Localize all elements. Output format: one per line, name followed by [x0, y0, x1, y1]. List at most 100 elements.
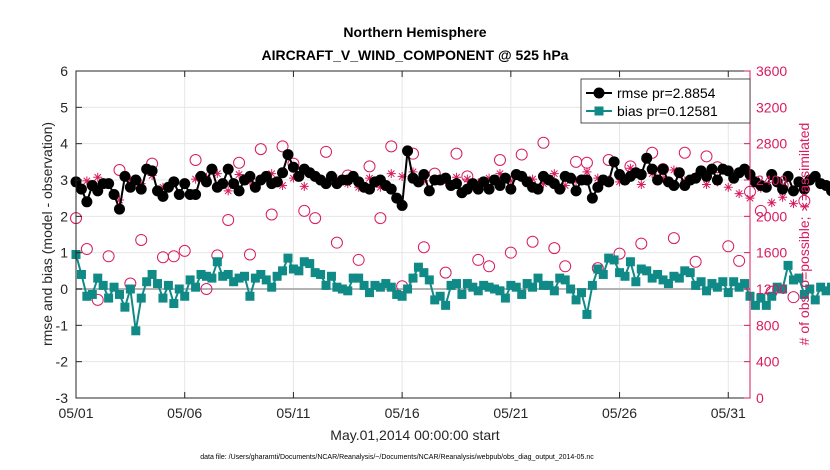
possible-obs-point — [178, 244, 191, 257]
rmse-point — [168, 176, 180, 188]
possible-obs-point — [330, 236, 343, 249]
possible-obs-point — [504, 246, 517, 259]
bias-point — [533, 273, 543, 283]
bias-point — [631, 277, 641, 287]
bias-point — [288, 264, 298, 274]
possible-obs-point — [450, 147, 463, 160]
rmse-point — [706, 163, 718, 175]
bias-point — [142, 277, 152, 287]
bias-point — [131, 326, 141, 336]
bias-point — [517, 289, 527, 299]
possible-obs-point — [472, 253, 485, 266]
bias-point — [87, 289, 97, 299]
possible-obs-point — [439, 266, 452, 279]
bias-point — [229, 277, 239, 287]
rmse-point — [668, 179, 680, 191]
bias-point — [669, 271, 679, 281]
rmse-point — [581, 174, 593, 186]
bias-point — [702, 286, 712, 296]
bias-point — [419, 268, 429, 278]
possible-obs-point — [493, 154, 506, 167]
bias-point — [348, 273, 358, 283]
bias-point — [250, 273, 260, 283]
bias-point — [256, 269, 266, 279]
rmse-point — [646, 163, 658, 175]
bias-point — [549, 286, 559, 296]
possible-obs-point — [276, 140, 289, 153]
assimilated-obs-point — [528, 174, 538, 184]
bias-point — [593, 264, 603, 274]
assimilated-obs-point — [288, 173, 298, 183]
bias-point — [620, 271, 630, 281]
assimilated-obs-point — [560, 180, 570, 190]
possible-obs-point — [363, 160, 376, 173]
bias-point — [397, 291, 407, 301]
rmse-point — [217, 178, 229, 190]
possible-obs-point — [91, 293, 104, 306]
rmse-point — [119, 170, 131, 182]
bias-point — [180, 291, 190, 301]
bias-point — [435, 291, 445, 301]
bias-point — [82, 291, 92, 301]
bias-point — [794, 273, 804, 283]
bias-point — [201, 271, 211, 281]
bias-point — [609, 255, 619, 265]
possible-obs-point — [700, 150, 713, 163]
possible-obs-point — [559, 260, 572, 273]
y2-tick-label: 800 — [756, 317, 780, 333]
bias-point — [723, 288, 733, 298]
x-tick-label: 05/21 — [493, 405, 528, 421]
possible-obs-point — [537, 136, 550, 149]
x-tick-label: 05/31 — [711, 405, 746, 421]
rmse-point — [608, 156, 620, 168]
rmse-point — [130, 174, 142, 186]
rmse-point — [287, 161, 299, 173]
bias-point — [413, 262, 423, 272]
assimilated-obs-point — [669, 165, 679, 175]
bias-point — [76, 269, 86, 279]
assimilated-obs-point — [223, 186, 233, 196]
rmse-point — [652, 174, 664, 186]
bias-point — [104, 293, 114, 303]
bias-point — [560, 275, 570, 285]
rmse-point — [113, 203, 125, 215]
bias-point — [424, 275, 434, 285]
bias-point — [223, 269, 233, 279]
y2-tick-label: 0 — [756, 390, 764, 406]
bias-point — [582, 309, 592, 319]
bias-point — [587, 280, 597, 290]
assimilated-obs-point — [375, 182, 385, 192]
assimilated-obs-point — [636, 180, 646, 190]
rmse-point — [782, 170, 794, 182]
y2-tick-label: 2800 — [756, 136, 787, 152]
bias-point — [799, 289, 809, 299]
rmse-point — [826, 185, 830, 197]
possible-obs-point — [80, 243, 93, 256]
possible-obs-point — [689, 255, 702, 268]
bias-point — [403, 284, 413, 294]
bias-point — [365, 288, 375, 298]
bias-point — [185, 275, 195, 285]
rmse-point — [135, 183, 147, 195]
assimilated-obs-point — [582, 167, 592, 177]
x-tick-label: 05/16 — [385, 405, 420, 421]
bias-point — [615, 268, 625, 278]
rmse-point — [103, 178, 115, 190]
assimilated-obs-point — [723, 182, 733, 192]
assimilated-obs-point — [625, 163, 635, 173]
bias-point — [457, 289, 467, 299]
rmse-point — [505, 183, 517, 195]
bias-point — [506, 280, 516, 290]
bias-point — [218, 271, 228, 281]
possible-obs-point — [254, 143, 267, 156]
possible-obs-point — [733, 254, 746, 267]
bias-point — [316, 269, 326, 279]
rmse-point — [81, 196, 93, 208]
possible-obs-point — [113, 164, 126, 177]
assimilated-obs-point — [82, 176, 92, 186]
assimilated-obs-point — [593, 173, 603, 183]
chart-title: Northern Hemisphere — [343, 24, 486, 40]
y2-tick-label: 3200 — [756, 99, 787, 115]
rmse-point — [554, 183, 566, 195]
bias-point — [663, 279, 673, 289]
